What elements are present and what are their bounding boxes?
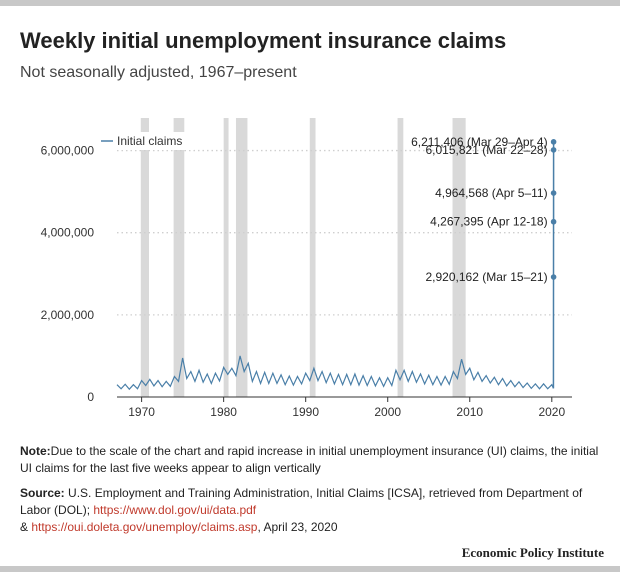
source-label: Source:	[20, 486, 65, 500]
source-text: U.S. Employment and Training Administrat…	[20, 486, 583, 517]
data-point	[550, 218, 557, 225]
recession-band-3	[235, 118, 248, 397]
annotation-label: 4,964,568 (Apr 5–11)	[435, 186, 548, 200]
recession-band-2	[223, 118, 229, 397]
note-label: Note:	[20, 444, 51, 458]
x-tick-label: 1980	[210, 405, 237, 419]
recession-band-5	[397, 118, 404, 397]
legend: Initial claims	[96, 132, 194, 150]
epi-logo-text: Economic Policy Institute	[461, 545, 604, 560]
data-point	[550, 147, 557, 153]
chart-title: Weekly initial unemployment insurance cl…	[20, 28, 507, 53]
bottom-border	[0, 566, 620, 572]
top-border	[0, 0, 620, 6]
y-axis: 0 2,000,000 4,000,000 6,000,000	[41, 144, 95, 404]
data-points	[550, 139, 557, 280]
recession-bands	[140, 118, 466, 397]
x-tick-label: 1990	[292, 405, 319, 419]
data-point	[550, 190, 557, 196]
recession-band-6	[452, 118, 466, 397]
annotations: 6,211,406 (Mar 29–Apr 4)6,015,821 (Mar 2…	[411, 135, 548, 284]
annotation-label: 6,015,821 (Mar 22–28)	[426, 143, 548, 157]
data-point	[550, 139, 557, 145]
annotation-label: 2,920,162 (Mar 15–21)	[426, 270, 548, 284]
source-end: , April 23, 2020	[257, 520, 338, 534]
source-mid: &	[20, 520, 32, 534]
annotation-label: 4,267,395 (Apr 12-18)	[430, 215, 547, 229]
legend-label: Initial claims	[117, 134, 182, 148]
note-text: Due to the scale of the chart and rapid …	[20, 444, 599, 475]
x-tick-label: 2000	[374, 405, 401, 419]
series-line-initial-claims	[116, 355, 554, 391]
annotation-label: 6,211,406 (Mar 29–Apr 4)	[411, 135, 548, 149]
y-tick-label: 6,000,000	[41, 144, 95, 158]
source-link-doleta-claims[interactable]: https://oui.doleta.gov/unemploy/claims.a…	[31, 520, 258, 534]
claims-line-chart: 0 2,000,000 4,000,000 6,000,000 1970 1980 199…	[41, 118, 572, 419]
x-tick-label: 2010	[456, 405, 483, 419]
y-tick-label: 4,000,000	[41, 226, 95, 240]
chart-subtitle: Not seasonally adjusted, 1967–present	[20, 64, 297, 81]
gridlines	[117, 149, 572, 316]
source-link-dol-data[interactable]: https://www.dol.gov/ui/data.pdf	[93, 503, 257, 517]
legend-box	[96, 132, 194, 150]
x-tick-label: 2020	[538, 405, 565, 419]
data-point	[550, 274, 557, 280]
x-axis: 1970 1980 1990 2000 2010 2020	[117, 396, 572, 419]
y-tick-label: 0	[87, 390, 94, 404]
y-tick-label: 2,000,000	[41, 308, 95, 322]
recession-band-4	[309, 118, 316, 397]
chart-source: Source: U.S. Employment and Training Adm…	[20, 485, 605, 536]
chart-note: Note:Due to the scale of the chart and r…	[20, 443, 605, 477]
recession-band-0	[140, 118, 149, 397]
recession-band-1	[173, 118, 185, 397]
x-tick-label: 1970	[128, 405, 155, 419]
